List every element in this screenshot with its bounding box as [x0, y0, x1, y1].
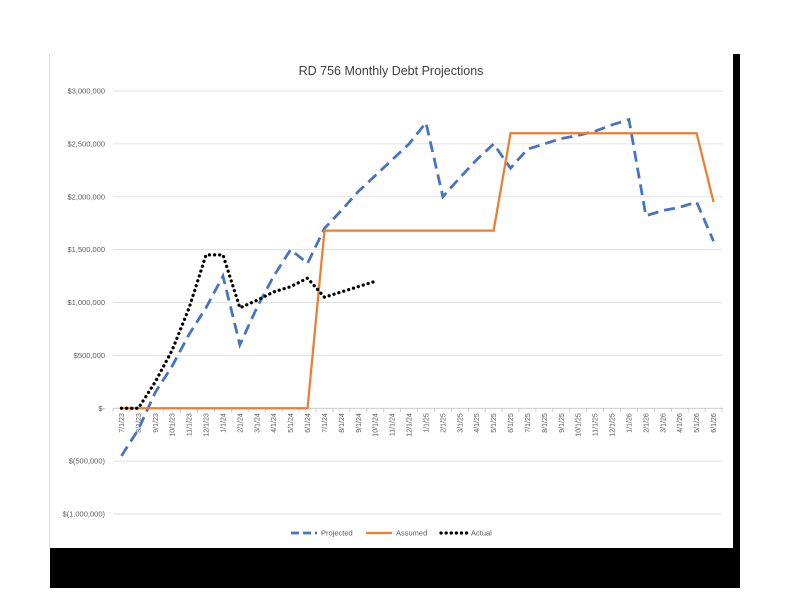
x-tick-label: 10/1/24 — [373, 413, 380, 436]
x-tick-label: 8/1/23 — [136, 413, 143, 433]
x-tick-label: 11/1/24 — [390, 413, 397, 436]
y-tick-label: $- — [98, 404, 105, 413]
x-tick-label: 7/1/25 — [525, 413, 532, 433]
y-tick-label: $2,500,000 — [67, 139, 105, 148]
y-tick-label: $(1,000,000) — [62, 510, 105, 519]
y-axis-ticks: $3,000,000 $2,500,000 $2,000,000 $1,500,000… — [62, 87, 105, 519]
x-tick-label: 3/1/25 — [457, 413, 464, 433]
series-line-projected — [120, 117, 715, 457]
x-tick-label: 6/1/24 — [305, 413, 312, 433]
x-tick-label: 11/1/25 — [593, 413, 600, 436]
y-tick-label: $1,500,000 — [67, 245, 105, 254]
x-tick-label: 5/1/25 — [491, 413, 498, 433]
x-tick-label: 2/1/26 — [643, 413, 650, 433]
x-tick-label: 2/1/24 — [237, 413, 244, 433]
y-tick-label: $3,000,000 — [67, 87, 105, 96]
chart-frame-left — [49, 54, 50, 548]
x-tick-label: 2/1/25 — [440, 413, 447, 433]
x-tick-label: 7/1/23 — [119, 413, 126, 433]
y-tick-label: $1,000,000 — [67, 298, 105, 307]
x-tick-label: 9/1/23 — [153, 413, 160, 433]
x-tick-label: 4/1/24 — [271, 413, 278, 433]
gridlines — [112, 90, 723, 515]
x-tick-label: 1/1/25 — [423, 413, 430, 433]
x-tick-label: 9/1/24 — [356, 413, 363, 433]
chart-title: RD 756 Monthly Debt Projections — [299, 64, 484, 78]
x-tick-label: 10/1/23 — [170, 413, 177, 436]
x-tick-label: 6/1/26 — [711, 413, 718, 433]
x-tick-label: 8/1/24 — [339, 413, 346, 433]
chart-frame-bottom-shadow — [50, 548, 740, 588]
series-line-assumed — [121, 132, 715, 410]
legend-label-actual: Actual — [471, 529, 492, 538]
x-tick-label: 12/1/25 — [610, 413, 617, 436]
x-tick-label: 8/1/25 — [542, 413, 549, 433]
legend-label-projected: Projected — [321, 529, 353, 538]
legend-label-assumed: Assumed — [396, 529, 427, 538]
x-tick-label: 12/1/23 — [204, 413, 211, 436]
x-tick-label: 4/1/25 — [474, 413, 481, 433]
x-tick-label: 5/1/24 — [288, 413, 295, 433]
y-tick-label: $2,000,000 — [67, 192, 105, 201]
x-tick-label: 6/1/25 — [508, 413, 515, 433]
legend: Projected Assumed Actual — [291, 529, 492, 538]
series-lines — [119, 117, 715, 457]
x-tick-label: 9/1/25 — [559, 413, 566, 433]
x-tick-label: 4/1/26 — [677, 413, 684, 433]
chart-frame-right-shadow — [733, 54, 740, 588]
x-tick-label: 5/1/26 — [694, 413, 701, 433]
x-tick-label: 3/1/24 — [254, 413, 261, 433]
series-line-actual — [119, 253, 377, 410]
x-tick-label: 1/1/24 — [220, 413, 227, 433]
x-axis-ticks: 7/1/23 8/1/23 9/1/23 10/1/23 11/1/23 12/1/23 1… — [119, 413, 718, 436]
y-tick-label: $500,000 — [74, 351, 105, 360]
x-tick-label: 3/1/26 — [660, 413, 667, 433]
x-tick-label: 1/1/26 — [626, 413, 633, 433]
x-tick-label: 7/1/24 — [322, 413, 329, 433]
x-tick-label: 12/1/24 — [407, 413, 414, 436]
x-tick-label: 11/1/23 — [187, 413, 194, 436]
x-tick-label: 10/1/25 — [576, 413, 583, 436]
y-tick-label: $(500,000) — [69, 457, 106, 466]
